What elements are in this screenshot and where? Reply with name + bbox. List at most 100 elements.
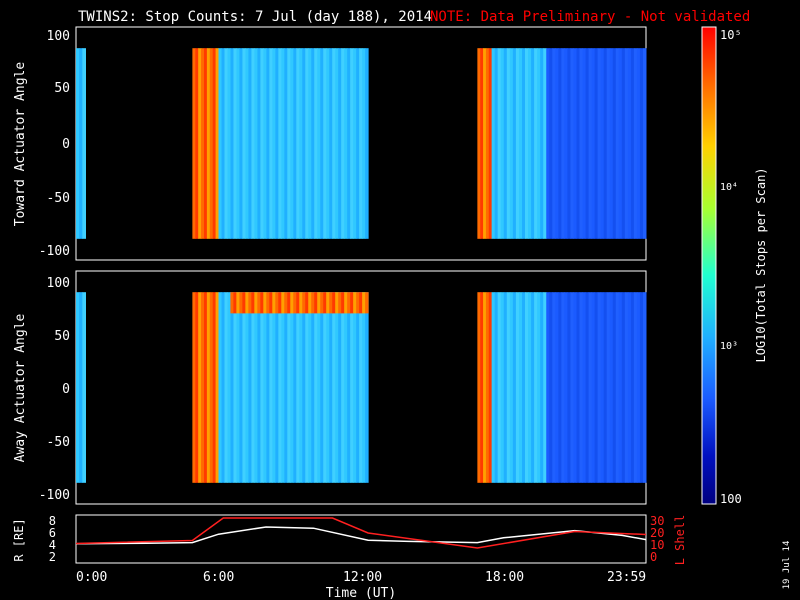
heat2-cell	[272, 292, 276, 483]
heat2-cell	[494, 292, 499, 483]
heat2-cell	[82, 292, 86, 483]
ytick-toward-minus100: -100	[39, 244, 70, 259]
heat1-cell	[362, 48, 366, 239]
heat2-cell	[233, 292, 237, 314]
heat2-cell	[359, 292, 363, 483]
heat2-cell	[350, 292, 354, 483]
heat2-cell	[245, 292, 249, 483]
r-distance-line	[75, 526, 647, 545]
heat1-cell	[528, 48, 532, 239]
heat2-cell	[195, 292, 199, 483]
heat2-cell	[263, 292, 267, 314]
heat2-cell	[341, 292, 345, 483]
plot-title: TWINS2: Stop Counts: 7 Jul (day 188), 20…	[78, 9, 432, 25]
heat1-cell	[260, 48, 264, 239]
heat2-cell	[257, 292, 261, 483]
heat2-cell	[281, 292, 285, 483]
heat1-cell	[483, 48, 487, 239]
heat2-cell	[359, 292, 363, 314]
heat2-cell	[347, 292, 351, 314]
heat2-cell	[230, 292, 234, 483]
heat2-cell	[615, 292, 620, 483]
heat1-cell	[531, 48, 535, 239]
heat1-cell	[591, 48, 596, 239]
heat2-cell	[302, 292, 306, 483]
heat1-cell	[263, 48, 267, 239]
heat1-cell	[311, 48, 315, 239]
heat1-cell	[555, 48, 559, 239]
heat2-cell	[272, 292, 276, 314]
heat1-cell	[287, 48, 291, 239]
heat1-cell	[642, 48, 647, 239]
heat1-cell	[347, 48, 351, 239]
heat2-cell	[570, 292, 574, 483]
heat2-cell	[218, 292, 222, 483]
heat1-cell	[284, 48, 288, 239]
heat1-cell	[251, 48, 255, 239]
heat2-cell	[275, 292, 279, 314]
heat2-cell	[597, 292, 602, 483]
heat1-cell	[266, 48, 270, 239]
heat1-cell	[359, 48, 363, 239]
heat1-cell	[215, 48, 219, 239]
heat2-cell	[278, 292, 282, 483]
heat1-cell	[573, 48, 577, 239]
heat2-cell	[564, 292, 568, 483]
preliminary-note: NOTE: Data Preliminary - Not validated	[430, 9, 750, 25]
heat1-cell	[567, 48, 571, 239]
heat2-cell	[242, 292, 246, 483]
heat2-cell	[509, 292, 514, 483]
heat2-cell	[506, 292, 511, 483]
heat2-cell	[266, 292, 270, 314]
heat2-cell	[353, 292, 357, 483]
heat1-cell	[323, 48, 327, 239]
heat2-cell	[299, 292, 303, 483]
heat2-cell	[260, 292, 264, 314]
heat1-cell	[305, 48, 309, 239]
heat1-cell	[242, 48, 246, 239]
heat2-cell	[567, 292, 571, 483]
heat1-cell	[227, 48, 231, 239]
heat1-cell	[549, 48, 553, 239]
heat1-cell	[537, 48, 541, 239]
heat2-cell	[540, 292, 544, 483]
heat2-cell	[230, 292, 234, 314]
ytick-lshell-10: 10	[650, 538, 664, 552]
ytick-r-8: 8	[49, 514, 56, 528]
heat2-cell	[206, 292, 211, 483]
heat2-cell	[618, 292, 623, 483]
heat2-cell	[326, 292, 330, 483]
heat2-cell	[76, 292, 80, 483]
ytick-away-100: 100	[47, 276, 70, 291]
heat1-cell	[612, 48, 617, 239]
heatmap-away	[76, 292, 647, 483]
heat2-cell	[284, 292, 288, 314]
heat1-cell	[491, 48, 496, 239]
heat2-cell	[314, 292, 318, 314]
heat2-cell	[591, 292, 596, 483]
heat1-cell	[281, 48, 285, 239]
heat1-cell	[603, 48, 608, 239]
heat1-cell	[272, 48, 276, 239]
heat1-cell	[192, 48, 196, 239]
ylabel-toward: Toward Actuator Angle	[13, 62, 28, 227]
ytick-toward-100: 100	[47, 29, 70, 44]
heat1-cell	[525, 48, 529, 239]
heat2-cell	[612, 292, 617, 483]
ytick-away-minus50: -50	[47, 435, 70, 450]
heat2-cell	[338, 292, 342, 314]
colorbar-label: LOG10(Total Stops per Scan)	[754, 167, 768, 362]
heat1-cell	[218, 48, 222, 239]
ylabel-r: R [RE]	[12, 518, 26, 561]
heat1-cell	[195, 48, 199, 239]
heat1-cell	[503, 48, 508, 239]
heat2-cell	[236, 292, 240, 483]
heat1-cell	[639, 48, 644, 239]
ytick-r-6: 6	[49, 526, 56, 540]
heat1-cell	[239, 48, 243, 239]
heat1-cell	[518, 48, 523, 239]
heat1-cell	[546, 48, 550, 239]
heat2-cell	[642, 292, 647, 483]
heat2-cell	[311, 292, 315, 314]
